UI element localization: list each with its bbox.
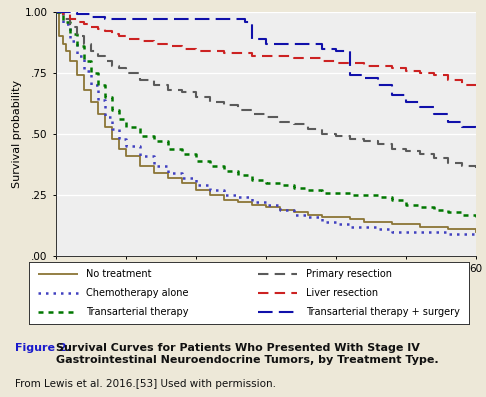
Text: No treatment: No treatment [87, 269, 152, 279]
Text: Primary resection: Primary resection [306, 269, 392, 279]
Text: Transarterial therapy: Transarterial therapy [87, 308, 189, 318]
Text: Liver resection: Liver resection [306, 288, 379, 298]
X-axis label: Months: Months [244, 277, 288, 290]
Text: Figure 2.: Figure 2. [15, 343, 70, 353]
Text: From Lewis et al. 2016.[53] Used with permission.: From Lewis et al. 2016.[53] Used with pe… [15, 379, 276, 389]
Y-axis label: Survival probability: Survival probability [12, 80, 22, 188]
Text: Survival Curves for Patients Who Presented With Stage IV
Gastrointestinal Neuroe: Survival Curves for Patients Who Present… [56, 343, 438, 365]
Text: Transarterial therapy + surgery: Transarterial therapy + surgery [306, 308, 460, 318]
Text: Chemotherapy alone: Chemotherapy alone [87, 288, 189, 298]
